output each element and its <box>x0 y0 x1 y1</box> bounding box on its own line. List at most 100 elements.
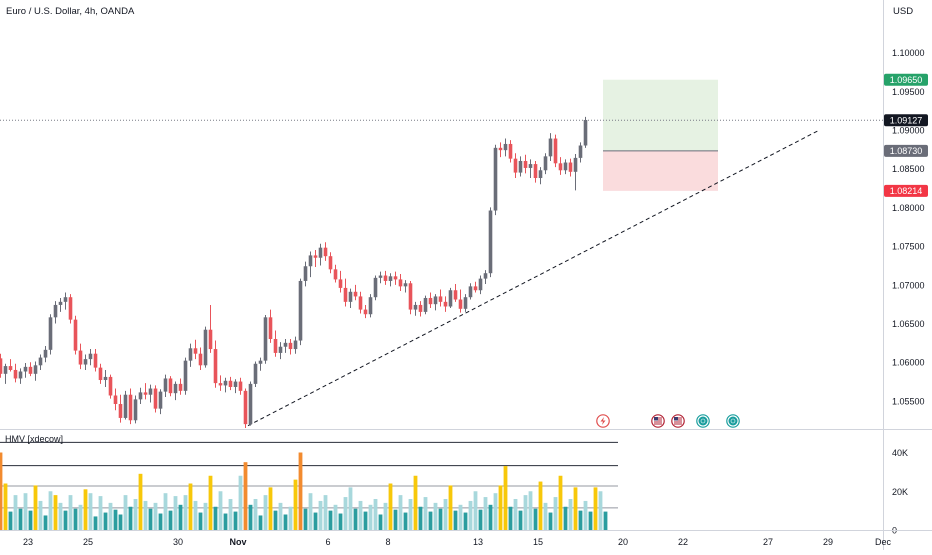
volume-bar <box>383 502 388 530</box>
time-axis-tick-label: 30 <box>173 537 183 547</box>
globe-icon[interactable] <box>696 414 710 428</box>
candle-body <box>373 277 378 298</box>
globe-fill <box>698 416 708 426</box>
position-profit-zone[interactable] <box>603 79 718 151</box>
us-flag-icon[interactable] <box>671 414 685 428</box>
price-axis-label-bg <box>884 144 928 157</box>
candle-body <box>398 279 403 287</box>
volume-bar <box>433 502 438 530</box>
price-axis-tick-label: 1.10000 <box>892 48 925 58</box>
candle-body <box>263 317 268 361</box>
price-axis-tick-label: 1.09500 <box>892 87 925 97</box>
globe-icon[interactable] <box>726 414 740 428</box>
volume-bar <box>308 493 313 530</box>
price-axis-label: 1.09650 <box>884 73 928 86</box>
candle-body <box>23 366 28 372</box>
volume-bar <box>498 485 503 530</box>
candle <box>328 252 333 274</box>
candle <box>13 363 18 383</box>
volume-bar <box>398 495 403 530</box>
candle-body <box>163 378 168 392</box>
candle-body <box>448 290 453 307</box>
time-axis-tick-label: 6 <box>325 537 330 547</box>
volume-bar <box>228 499 233 530</box>
volume-bar <box>408 499 413 530</box>
candle <box>3 363 8 384</box>
candle <box>233 379 238 394</box>
candle-body <box>353 291 358 297</box>
candle <box>353 284 358 301</box>
candle <box>428 292 433 309</box>
candle-body <box>433 296 438 305</box>
price-axis-tick-label: 1.06500 <box>892 319 925 329</box>
time-axis-tick-label: 25 <box>83 537 93 547</box>
volume-bar <box>443 499 448 530</box>
candle-body <box>318 247 323 258</box>
candle-body <box>313 255 318 258</box>
candle-body <box>73 319 78 351</box>
candle <box>543 153 548 175</box>
lightning-bolt <box>600 417 606 425</box>
candle <box>473 281 478 293</box>
us-flag-icon[interactable] <box>651 414 665 428</box>
candle-body <box>138 392 143 400</box>
candle <box>53 301 58 324</box>
candle-body <box>218 383 223 386</box>
candle-body <box>8 366 13 370</box>
lightning-icon[interactable] <box>596 414 610 428</box>
candle <box>28 362 33 377</box>
candle <box>168 376 173 397</box>
candle <box>83 354 88 370</box>
candle-body <box>463 297 468 309</box>
volume-bar <box>373 499 378 530</box>
price-axis-label-text: 1.09127 <box>890 115 923 125</box>
volume-bar <box>393 509 398 530</box>
candle <box>23 362 28 378</box>
candle <box>453 284 458 302</box>
candle-body <box>388 276 393 281</box>
price-axis-label-text: 1.08214 <box>890 186 923 196</box>
candle-body <box>428 297 433 305</box>
volume-bar <box>103 512 108 530</box>
candle-body <box>358 296 363 310</box>
candle-body <box>213 349 218 384</box>
volume-bar <box>343 497 348 530</box>
candle-body <box>208 329 213 350</box>
long-position-tool[interactable] <box>603 79 718 191</box>
candle <box>528 159 533 179</box>
candle-body <box>118 404 123 418</box>
candle-body <box>453 290 458 300</box>
volume-bar <box>218 491 223 530</box>
volume-bar <box>483 497 488 530</box>
candle-body <box>63 297 68 302</box>
candle-body <box>378 275 383 278</box>
volume-bar <box>253 499 258 530</box>
candle <box>238 377 243 395</box>
volume-bar <box>168 510 173 530</box>
candle <box>343 278 348 307</box>
volume-bar <box>448 485 453 530</box>
candle <box>128 388 133 425</box>
position-loss-zone[interactable] <box>603 150 718 191</box>
volume-bar <box>8 511 13 530</box>
candle-body <box>478 278 483 291</box>
candle <box>448 287 453 309</box>
candle-body <box>193 348 198 354</box>
candle <box>383 270 388 285</box>
candle <box>228 376 233 391</box>
candle-body <box>383 275 388 281</box>
trendline[interactable] <box>247 130 819 427</box>
candle <box>558 157 563 175</box>
candle-body <box>18 371 23 379</box>
time-axis-tick-label: 20 <box>618 537 628 547</box>
candle-body <box>173 383 178 394</box>
volume-bar <box>113 509 118 530</box>
volume-bar <box>63 510 68 530</box>
candle-body <box>133 399 138 421</box>
candle <box>358 291 363 314</box>
candle-body <box>348 291 353 302</box>
volume-bar <box>548 512 553 530</box>
candle <box>363 304 368 319</box>
time-axis-tick-label: Dec <box>875 537 892 547</box>
